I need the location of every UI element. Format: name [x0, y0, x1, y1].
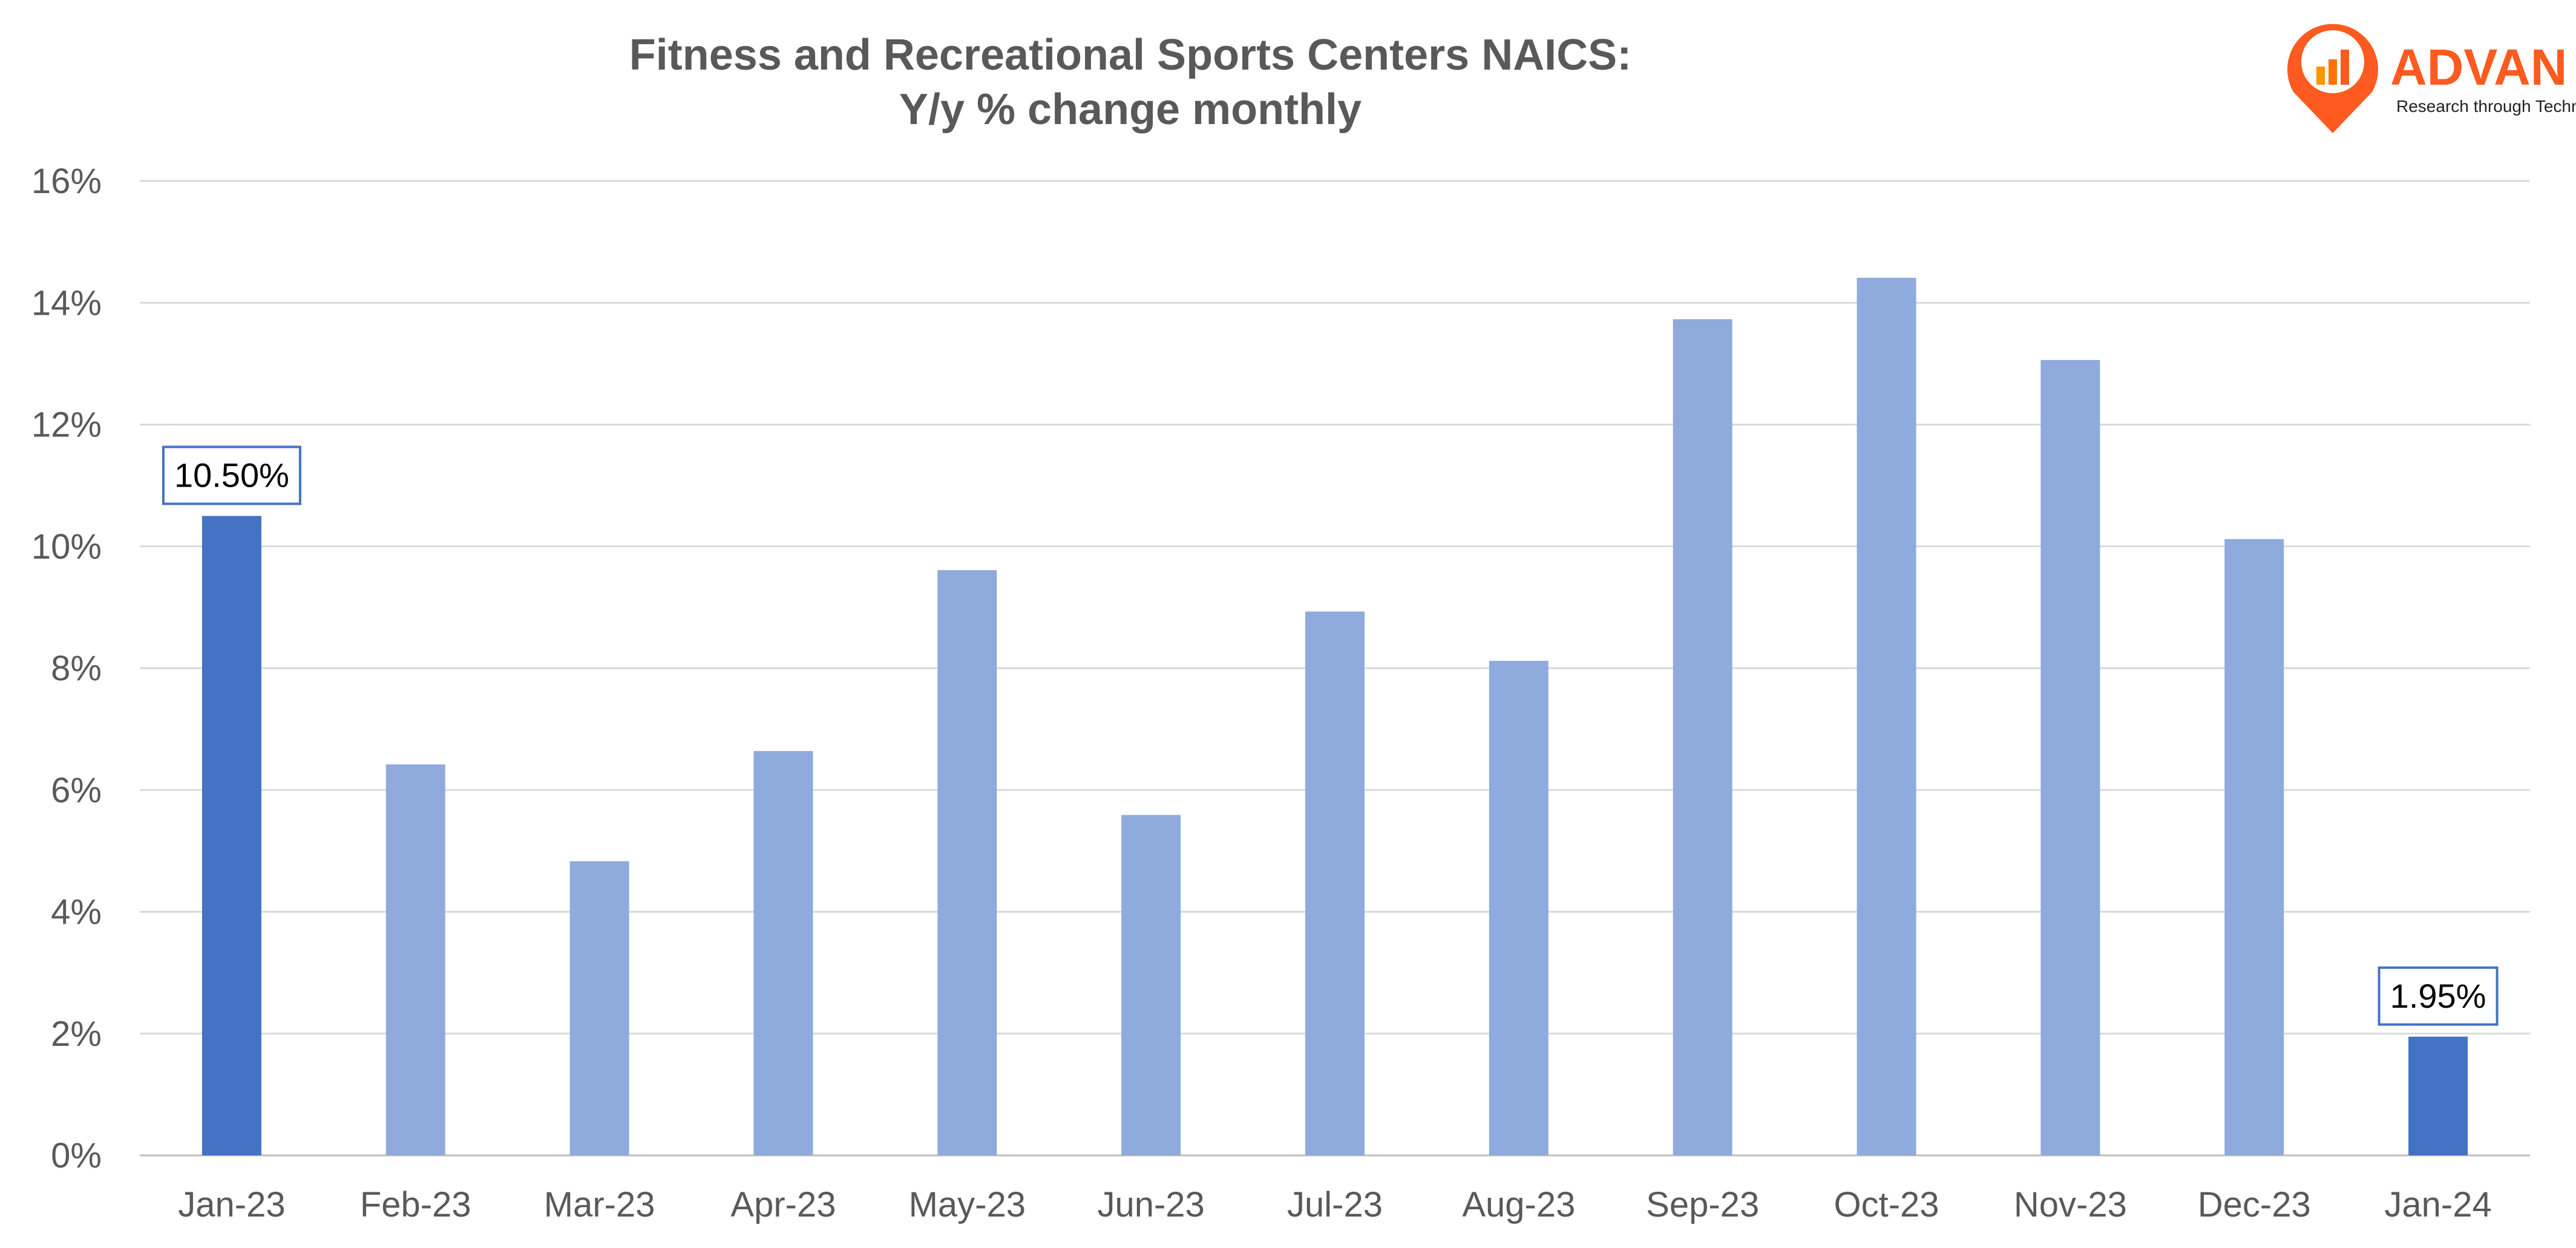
data-label: 1.95% [2390, 977, 2486, 1015]
data-label-box [162, 445, 301, 505]
x-tick-label: Aug-23 [1462, 1185, 1575, 1224]
x-tick-label: Jul-23 [1287, 1185, 1383, 1224]
y-tick-label: 10% [31, 527, 102, 567]
bar-dec-23 [2224, 539, 2284, 1155]
chart-title: Fitness and Recreational Sports Centers … [629, 31, 1631, 79]
chart-subtitle: Y/y % change monthly [899, 85, 1362, 134]
x-tick-label: Oct-23 [1834, 1185, 1939, 1224]
x-tick-label: Feb-23 [360, 1185, 471, 1224]
bars [202, 277, 2468, 1156]
x-tick-label: Mar-23 [544, 1185, 655, 1224]
bar-oct-23 [1857, 277, 1916, 1155]
bar-aug-23 [1489, 660, 1549, 1155]
logo-bar-icon [2341, 50, 2349, 85]
y-tick-label: 16% [31, 162, 102, 201]
data-label-box [2378, 966, 2499, 1026]
y-axis: 0% 2% 4% 6% 8% 10% 12% 14% 16% [31, 162, 102, 1175]
y-tick-label: 14% [31, 283, 102, 323]
y-tick-label: 2% [51, 1014, 102, 1054]
x-tick-label: Jan-24 [2384, 1185, 2491, 1224]
x-axis: Jan-23 Feb-23 Mar-23 Apr-23 May-23 Jun-23 Jul-… [178, 1185, 2491, 1224]
y-tick-label: 0% [51, 1136, 102, 1175]
advan-logo: ADVAN Research through Technology [2287, 24, 2576, 133]
x-tick-label: Jan-23 [178, 1185, 285, 1224]
bar-feb-23 [385, 764, 445, 1155]
y-tick-label: 8% [51, 649, 102, 688]
x-tick-label: May-23 [909, 1185, 1026, 1224]
x-tick-label: Apr-23 [730, 1185, 836, 1224]
bar-sep-23 [1673, 319, 1732, 1156]
bar-jan-24 [2408, 1036, 2468, 1155]
bar-nov-23 [2040, 360, 2100, 1155]
logo-bar-icon [2329, 59, 2337, 85]
logo-wordmark: ADVAN [2390, 39, 2567, 96]
bar-jun-23 [1121, 815, 1181, 1155]
bar-mar-23 [569, 861, 629, 1155]
x-tick-label: Dec-23 [2198, 1185, 2311, 1224]
y-tick-label: 6% [51, 770, 102, 810]
y-tick-label: 4% [51, 893, 102, 932]
data-label: 10.50% [174, 456, 289, 494]
x-tick-label: Nov-23 [2014, 1185, 2127, 1224]
bar-may-23 [937, 570, 997, 1155]
bar-jul-23 [1305, 611, 1365, 1155]
x-tick-label: Jun-23 [1097, 1185, 1204, 1224]
bar-jan-23 [202, 516, 261, 1155]
logo-tagline: Research through Technology [2396, 97, 2576, 116]
data-labels: 10.50% 1.95% [162, 445, 2499, 1026]
x-tick-label: Sep-23 [1646, 1185, 1759, 1224]
y-tick-label: 12% [31, 406, 102, 445]
bar-apr-23 [753, 750, 813, 1155]
logo-bar-icon [2316, 67, 2325, 85]
